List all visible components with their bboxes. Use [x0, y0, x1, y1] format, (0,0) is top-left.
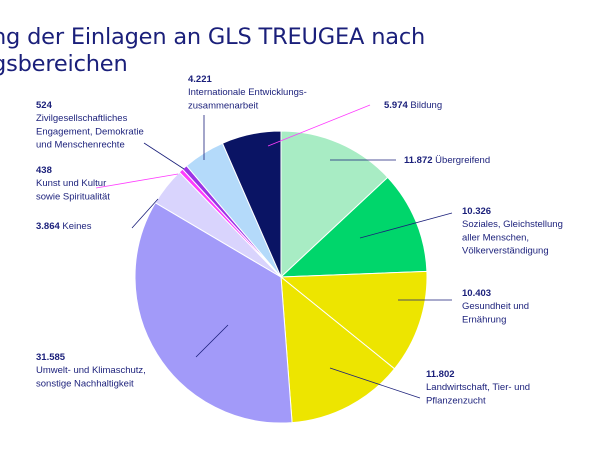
slice-value-2: 10.403: [462, 288, 491, 299]
slice-label-text-1-2: Völkerverständigung: [462, 246, 549, 257]
slice-value-3: 11.802: [426, 369, 455, 380]
leader-lines: [95, 104, 453, 399]
slice-label-0: 11.872 Übergreifend: [404, 155, 490, 166]
leader-line-7: [143, 142, 185, 170]
slice-label-text-4-1: sonstige Nachhaltigkeit: [36, 378, 134, 389]
slice-label-2: 10.403 Gesundheit und Ernährung: [462, 288, 529, 325]
chart-title-line-2: gsbereichen: [0, 51, 128, 77]
slice-label-text-9-0: Bildung: [408, 100, 442, 111]
slice-label-text-7-0: Zivilgesellschaftliches: [36, 113, 128, 124]
slice-value-5: 3.864: [36, 221, 60, 232]
slice-label-7: 524 Zivilgesellschaftliches Engagement, De…: [36, 100, 144, 151]
slice-value-8: 4.221: [188, 74, 212, 85]
slice-label-text-1-0: Soziales, Gleichstellung: [462, 219, 563, 230]
leader-line-3: [329, 367, 421, 399]
pie-slice-1: [279, 176, 428, 278]
slice-value-0: 11.872: [404, 155, 433, 166]
slice-label-text-6-1: sowie Spiritualität: [36, 191, 110, 202]
chart-title-line-1: ng der Einlagen an GLS TREUGEA nach: [0, 24, 426, 50]
leader-line-9: [267, 104, 371, 147]
slice-label-6: 438 Kunst und Kultur sowie Spiritualität: [36, 165, 110, 202]
slice-value-7: 524: [36, 100, 53, 111]
slice-label-text-7-2: und Menschenrechte: [36, 140, 125, 151]
slice-label-text-3-0: Landwirtschaft, Tier- und: [426, 382, 530, 393]
slice-label-text-2-1: Ernährung: [462, 314, 506, 325]
slice-value-4: 31.585: [36, 352, 66, 363]
slice-label-text-3-1: Pflanzenzucht: [426, 395, 486, 406]
slice-label-text-8-1: zusammenarbeit: [188, 100, 259, 111]
pie-slice-2: [279, 270, 428, 370]
slice-label-text-7-1: Engagement, Demokratie: [36, 126, 144, 137]
leader-line-4: [195, 324, 229, 358]
slice-label-text-8-0: Internationale Entwicklungs-: [188, 87, 307, 98]
slice-label-3: 11.802 Landwirtschaft, Tier- und Pflanzenz…: [426, 369, 530, 406]
slice-label-5: 3.864 Keines: [36, 221, 92, 232]
pie-slice-9: [221, 130, 282, 278]
slice-value-6: 438: [36, 165, 52, 176]
leader-line-5: [131, 198, 159, 229]
leader-line-1: [359, 212, 453, 239]
slice-label-9: 5.974 Bildung: [384, 100, 442, 111]
pie-slice-3: [280, 275, 396, 424]
pie-slice-0: [280, 130, 389, 279]
slice-label-text-0-0: Übergreifend: [433, 155, 491, 166]
slice-label-4: 31.585 Umwelt- und Klimaschutz, sonstige N…: [36, 352, 146, 389]
slice-label-text-1-1: aller Menschen,: [462, 232, 529, 243]
slice-value-9: 5.974: [384, 100, 408, 111]
slice-label-1: 10.326 Soziales, Gleichstellung aller Mens…: [462, 206, 563, 257]
slice-value-1: 10.326: [462, 206, 491, 217]
slice-label-text-5-0: Keines: [60, 221, 92, 232]
chart-title: ng der Einlagen an GLS TREUGEA nach gsbe…: [0, 24, 425, 78]
pie-slice-4: [134, 202, 293, 424]
pie-slices: [134, 130, 428, 424]
slice-labels: 11.872 Übergreifend 10.326 Soziales, Gleic…: [36, 74, 563, 406]
slice-label-text-6-0: Kunst und Kultur: [36, 178, 106, 189]
leader-line-6: [95, 173, 179, 189]
slice-label-text-4-0: Umwelt- und Klimaschutz,: [36, 365, 146, 376]
slice-label-8: 4.221 Internationale Entwicklungs-zusamme…: [188, 74, 307, 111]
slice-label-text-2-0: Gesundheit und: [462, 301, 529, 312]
